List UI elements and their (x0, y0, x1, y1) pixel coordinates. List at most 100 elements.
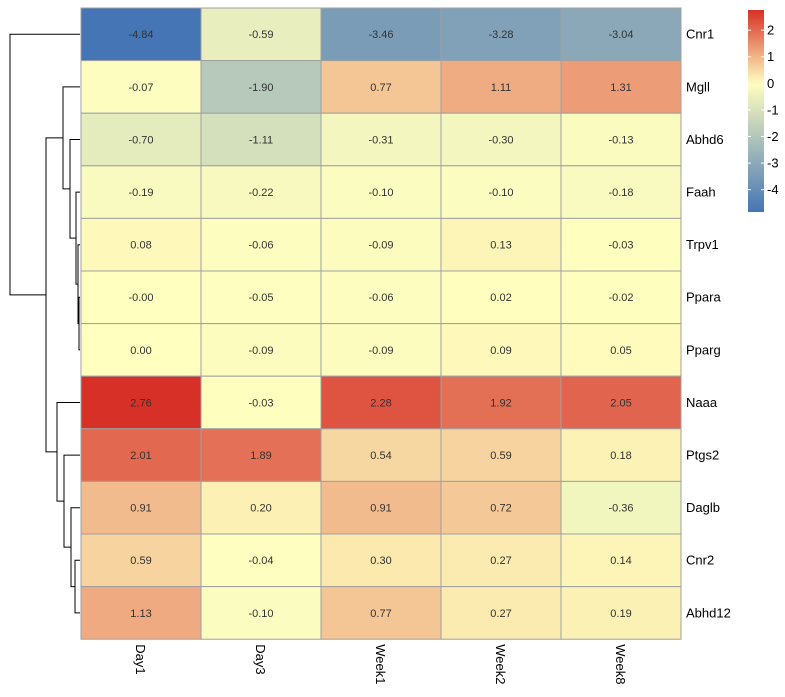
heatmap-cell (320, 586, 442, 640)
heatmap-cell (80, 323, 202, 377)
color-legend: 2 1 0 -1 -2 -3 -4 (748, 10, 779, 212)
row-label: Trpv1 (686, 237, 719, 252)
cell-value-label: -0.02 (608, 292, 633, 304)
cell-value-label: -0.19 (128, 187, 153, 199)
cell-value-label: 0.77 (370, 82, 391, 94)
cell-value-label: -0.03 (248, 397, 273, 409)
cell-value-label: -3.46 (368, 29, 393, 41)
dendrogram-branch (9, 33, 80, 296)
cell-value-label: 1.92 (490, 397, 511, 409)
row-label: Pparg (686, 342, 721, 357)
cell-value-label: 0.30 (370, 555, 391, 567)
heatmap-cell (80, 270, 202, 325)
heatmap-cell (560, 165, 682, 219)
heatmap-cell (320, 7, 442, 62)
cell-value-label: -0.09 (248, 345, 273, 357)
cell-value-label: 0.02 (490, 292, 511, 304)
heatmap-cell (440, 428, 562, 482)
cell-value-label: 0.54 (370, 450, 391, 462)
cell-value-label: -0.30 (488, 134, 513, 146)
dendrogram-branch (74, 559, 80, 614)
legend-tick-label: -1 (767, 102, 779, 117)
cell-value-label: -0.70 (128, 134, 153, 146)
cell-value-label: -0.10 (248, 608, 273, 620)
cell-value-label: 1.11 (491, 82, 512, 94)
heatmap-cell (440, 270, 562, 325)
cell-value-label: 0.13 (490, 240, 511, 252)
heatmap-cell (440, 323, 562, 377)
cell-value-label: 2.05 (610, 397, 631, 409)
heatmap-cell (200, 480, 322, 535)
column-label: Week2 (493, 644, 508, 684)
legend-tick-label: 1 (767, 49, 774, 64)
cell-value-label: 0.00 (130, 345, 151, 357)
heatmap-cell (80, 112, 202, 167)
row-labels: Cnr1 Mgll Abhd6 Faah Trpv1 Ppara Pparg Naaa Ptgs… (686, 27, 731, 621)
cell-value-label: -0.00 (128, 292, 153, 304)
row-label: Abhd12 (686, 605, 731, 620)
heatmap-cell (320, 217, 442, 272)
heatmap-cell (560, 112, 682, 167)
legend-tick-label: -4 (767, 182, 779, 197)
heatmap-cell (200, 323, 322, 377)
heatmap-cell (440, 7, 562, 62)
heatmap-cell (80, 428, 202, 482)
heatmap-cell (80, 60, 202, 114)
heatmap-cell (200, 217, 322, 272)
cell-value-label: -0.31 (368, 134, 393, 146)
heatmap-cell (80, 533, 202, 588)
row-label: Mgll (686, 79, 710, 94)
cell-value-label: 0.59 (490, 450, 511, 462)
row-label: Ppara (686, 290, 721, 305)
heatmap-cells: -4.84 -0.59 -3.46 -3.28 -3.04 -0.07 -1.90 0.77 1… (80, 7, 682, 640)
cell-value-label: -1.90 (248, 82, 273, 94)
legend-tick-label: -2 (767, 129, 779, 144)
cell-value-label: 2.76 (130, 397, 151, 409)
cell-value-label: 0.72 (490, 503, 511, 515)
heatmap-cell (440, 480, 562, 535)
heatmap-cell (320, 428, 442, 482)
cell-value-label: 0.09 (490, 345, 511, 357)
dendrogram-branch (69, 139, 80, 239)
column-labels: Day1 Day3 Week1 Week2 Week8 (133, 644, 628, 684)
cell-value-label: 0.59 (130, 555, 151, 567)
heatmap-cell (320, 480, 442, 535)
cell-value-label: 0.08 (130, 240, 151, 252)
row-label: Naaa (686, 395, 718, 410)
heatmap-cell (560, 375, 682, 430)
cell-value-label: -3.28 (488, 29, 513, 41)
heatmap-cell (440, 165, 562, 219)
cell-value-label: 2.28 (370, 397, 391, 409)
cell-value-label: -0.10 (488, 187, 513, 199)
legend-tick-label: 2 (767, 23, 774, 38)
heatmap-cell (80, 375, 202, 430)
heatmap-cell (440, 60, 562, 114)
cell-value-label: 0.05 (610, 345, 631, 357)
cell-value-label: 1.89 (250, 450, 271, 462)
cell-value-label: 0.19 (610, 608, 631, 620)
heatmap-cell (320, 533, 442, 588)
heatmap-cell (440, 112, 562, 167)
heatmap-cell (560, 586, 682, 640)
cell-value-label: -0.09 (368, 240, 393, 252)
cell-value-label: 0.91 (130, 503, 151, 515)
cell-value-label: 0.91 (370, 503, 391, 515)
cell-value-label: 0.20 (250, 503, 271, 515)
dendrogram-branch (62, 86, 80, 190)
column-label: Week1 (373, 644, 388, 684)
heatmap-cell (200, 270, 322, 325)
cell-value-label: -0.06 (368, 292, 393, 304)
cell-value-label: -0.13 (608, 134, 633, 146)
cell-value-label: -0.59 (248, 29, 273, 41)
cell-value-label: -0.10 (368, 187, 393, 199)
row-label: Faah (686, 185, 716, 200)
heatmap-cell (200, 112, 322, 167)
cell-value-label: -0.04 (248, 555, 273, 567)
cell-value-label: -1.11 (249, 134, 273, 146)
heatmap-cell (560, 217, 682, 272)
heatmap-cell (560, 60, 682, 114)
heatmap-cell (440, 533, 562, 588)
heatmap-cell (320, 270, 442, 325)
dendrogram-branch (78, 296, 80, 351)
